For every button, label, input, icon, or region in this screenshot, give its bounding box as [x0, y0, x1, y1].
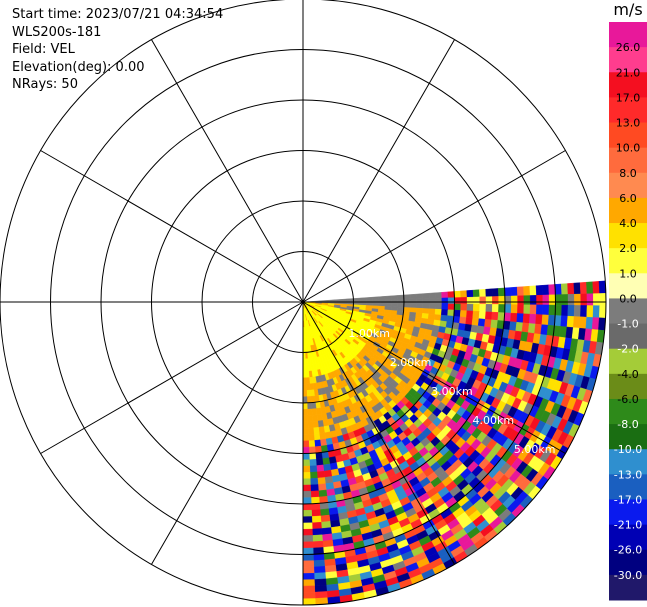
- colorbar-tick-label: -6.0: [617, 393, 638, 406]
- colorbar-tick-label: 2.0: [619, 242, 637, 255]
- colorbar-tick-label: 17.0: [616, 91, 641, 104]
- colorbar-tick-label: -21.0: [614, 519, 642, 532]
- colorbar-tick-label: -1.0: [617, 318, 638, 331]
- colorbar-tick-label: 0.0: [619, 292, 637, 305]
- colorbar-tick-label: 4.0: [619, 217, 637, 230]
- colorbar-tick-label: 21.0: [616, 66, 641, 79]
- colorbar-tick-label: -30.0: [614, 569, 642, 582]
- colorbar-tick-label: 1.0: [619, 267, 637, 280]
- colorbar-tick-label: -10.0: [614, 443, 642, 456]
- colorbar-tick-label: -13.0: [614, 468, 642, 481]
- colorbar-tick-label: 8.0: [619, 167, 637, 180]
- colorbar-tick-label: 13.0: [616, 117, 641, 130]
- colorbar-tick-label: -26.0: [614, 544, 642, 557]
- velocity-sweep: [302, 280, 607, 606]
- colorbar-tick-label: -2.0: [617, 343, 638, 356]
- colorbar-tick-label: -8.0: [617, 418, 638, 431]
- colorbar-tick-label: 6.0: [619, 192, 637, 205]
- colorbar-tick-label: -4.0: [617, 368, 638, 381]
- colorbar-tick-label: 10.0: [616, 142, 641, 155]
- colorbar-tick-label: 26.0: [616, 41, 641, 54]
- colorbar-tick-label: -17.0: [614, 493, 642, 506]
